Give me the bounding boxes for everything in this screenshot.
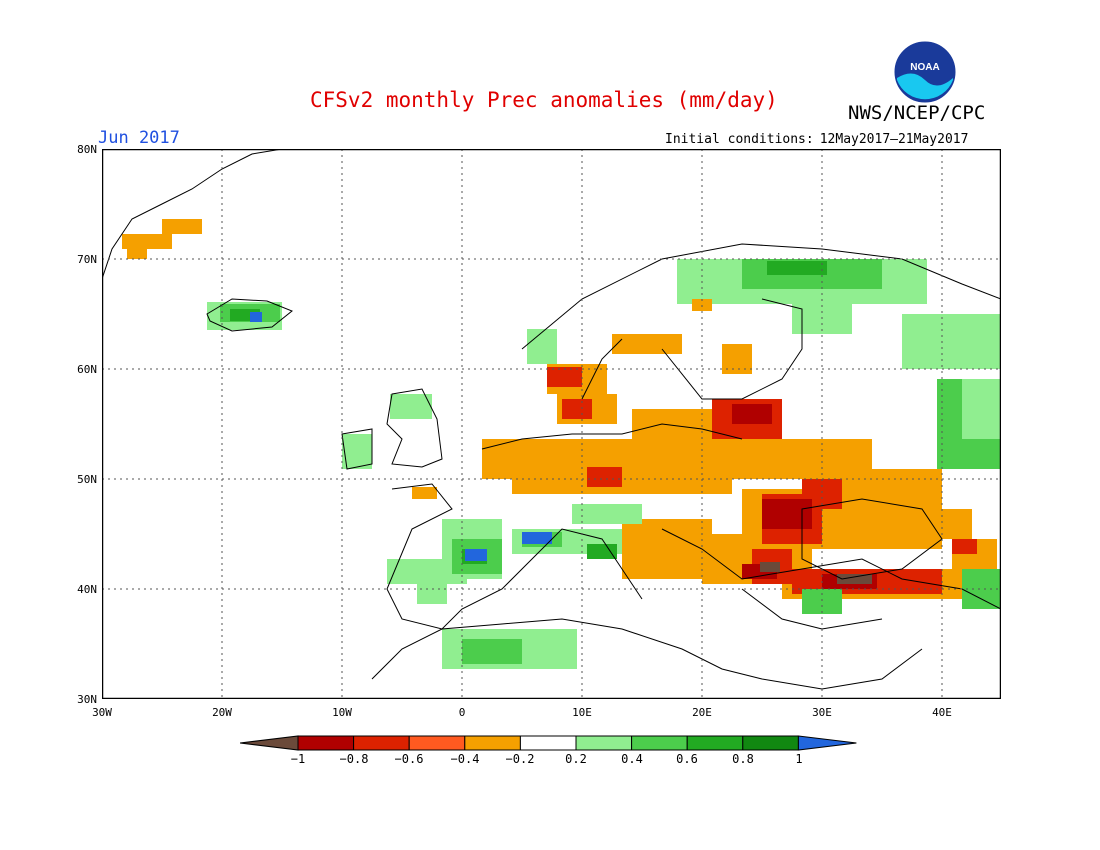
colorbar-label: −0.6 [394,752,424,766]
lon-label: 40E [932,706,952,719]
lon-label: 20E [692,706,712,719]
lat-label: 50N [77,473,97,486]
lat-label: 60N [77,363,97,376]
lat-label: 40N [77,583,97,596]
coastlines [102,149,1001,690]
lat-label: 30N [77,693,97,706]
colorbar-segment [631,735,688,751]
precip-anomaly-map [102,149,1001,699]
lon-label: 30W [92,706,112,719]
initial-conditions-range: 12May2017–21May2017 [819,132,969,147]
colorbar-arrow-high [797,735,857,751]
lon-label: 10E [572,706,592,719]
forecast-month: Jun 2017 [98,128,180,148]
lon-label: 10W [332,706,352,719]
colorbar-label: −0.4 [450,752,480,766]
anomaly-southwest [387,504,1001,669]
colorbar-segment [297,735,355,751]
colorbar-segment [575,735,633,751]
coast-ireland [341,428,373,470]
coast-scandinavia [521,243,1001,400]
colorbar-segment [408,735,466,751]
lon-label: 20W [212,706,232,719]
lat-label: 80N [77,143,97,156]
logo-text: NOAA [910,62,939,73]
anomaly-iceland [207,302,282,330]
graticule [102,149,1001,699]
colorbar-label: 0.8 [732,752,754,766]
anomaly-greenland [122,219,202,259]
colorbar-segment [353,735,410,751]
coast-africa [371,618,923,690]
organization-label: NWS/NCEP/CPC [848,102,986,124]
colorbar-segment [519,735,577,751]
anomaly-extreme-deficit [760,562,872,584]
colorbar-label: 1 [795,752,803,766]
colorbar-label: 0.4 [621,752,643,766]
anomaly-fields [122,219,1001,669]
initial-conditions-label: Initial conditions: [665,132,814,147]
anomaly-scotland [342,394,432,469]
colorbar-label: −1 [290,752,306,766]
colorbar-segment [464,735,521,751]
map-title: CFSv2 monthly Prec anomalies (mm/day) [310,88,778,112]
initial-conditions: Initial conditions: 12May2017–21May2017 [665,132,968,147]
noaa-logo: NOAA [893,40,957,104]
colorbar-label: 0.6 [676,752,698,766]
colorbar-segment [686,735,744,751]
colorbar [240,735,857,751]
colorbar-label: −0.8 [339,752,369,766]
lon-label: 0 [458,706,466,719]
coast-black-sea [801,498,943,580]
lon-label: 30E [812,706,832,719]
lat-label: 70N [77,253,97,266]
anomaly-north-scandinavia [527,259,1001,469]
colorbar-arrow-low [240,735,299,751]
colorbar-label: 0.2 [565,752,587,766]
coast-britain [386,388,443,468]
coast-iceland [206,298,293,332]
coast-greenland [102,149,283,280]
map-frame [102,149,1001,699]
colorbar-segment [742,735,799,751]
coast-europe [386,423,1001,630]
colorbar-label: −0.2 [505,752,535,766]
